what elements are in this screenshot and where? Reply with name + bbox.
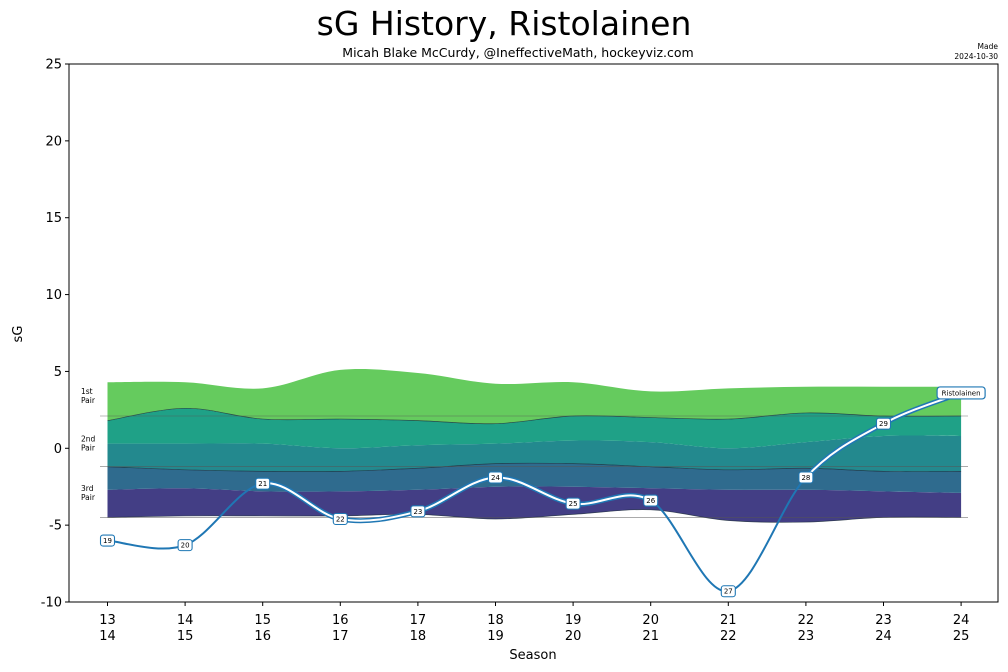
data-point-label: 22: [336, 515, 345, 523]
data-point-box: [255, 477, 271, 490]
x-axis-label: Season: [509, 648, 556, 663]
x-tick-label-bottom: 23: [798, 629, 815, 644]
data-point-label: 28: [801, 474, 810, 482]
x-tick-label-bottom: 14: [99, 629, 116, 644]
data-point-label: 23: [413, 508, 422, 516]
tier-label-3: 3rd: [81, 484, 94, 493]
chart-title: sG History, Ristolainen: [317, 4, 692, 43]
x-tick-label-bottom: 20: [565, 629, 582, 644]
x-tick-label-bottom: 25: [953, 629, 970, 644]
x-tick-label-bottom: 16: [254, 629, 271, 644]
series-highlight-inner: [417, 476, 496, 513]
x-tick-label-top: 17: [410, 613, 427, 628]
band-area-3: [107, 435, 962, 472]
series-highlight-inner: [572, 494, 652, 506]
data-point-box: [487, 471, 504, 484]
x-tick-label-bottom: 15: [177, 629, 194, 644]
band-area-2: [107, 463, 962, 493]
y-tick-label: 20: [45, 134, 62, 149]
y-tick-label: 15: [45, 211, 62, 226]
x-tick-label-bottom: 22: [720, 629, 737, 644]
y-tick-label: 25: [45, 58, 62, 73]
data-point-label: 27: [724, 588, 733, 596]
y-axis-label: sG: [11, 326, 26, 343]
tier-label-2-pair: Pair: [81, 444, 96, 453]
y-tick-label: 5: [54, 365, 62, 380]
data-point-label: 25: [569, 500, 578, 508]
made-label: Made: [978, 42, 999, 51]
tier-label-3-pair: Pair: [81, 493, 96, 502]
x-tick-label-top: 14: [177, 613, 194, 628]
data-point-label: 20: [181, 542, 190, 550]
axes-frame: [68, 63, 999, 603]
data-point-box: [643, 494, 659, 507]
x-tick-label-top: 22: [798, 613, 815, 628]
tier-label-1-pair: Pair: [81, 396, 96, 405]
band-area-5: [107, 368, 962, 424]
x-tick-label-top: 16: [332, 613, 349, 628]
data-point-label: 24: [491, 474, 500, 482]
x-tick-label-bottom: 21: [642, 629, 659, 644]
x-tick-label-top: 15: [254, 613, 271, 628]
x-tick-label-bottom: 17: [332, 629, 349, 644]
x-tick-label-top: 18: [487, 613, 504, 628]
x-tick-label-top: 23: [875, 613, 892, 628]
x-tick-label-top: 13: [99, 613, 116, 628]
data-point-box: [565, 497, 581, 510]
y-tick-label: 10: [45, 288, 62, 303]
band-area-4: [107, 408, 962, 449]
data-point-box: [720, 585, 736, 598]
data-point-box: [798, 471, 814, 484]
x-tick-label-bottom: 18: [410, 629, 427, 644]
data-point-box: [410, 505, 426, 518]
x-tick-label-top: 19: [565, 613, 582, 628]
series-highlight-inner: [262, 482, 341, 520]
chart-subtitle: Micah Blake McCurdy, @IneffectiveMath, h…: [342, 45, 693, 60]
data-point-box: [875, 417, 892, 430]
x-tick-label-top: 20: [642, 613, 659, 628]
data-point-label: 19: [103, 537, 112, 545]
data-point-box: [99, 534, 116, 547]
series-end-label: Ristolainen: [942, 389, 981, 397]
y-tick-label: -5: [49, 519, 62, 534]
data-point-label: 26: [646, 497, 655, 505]
x-tick-label-bottom: 19: [487, 629, 504, 644]
tier-label-2: 2nd: [81, 435, 96, 444]
data-point-label: 21: [258, 480, 267, 488]
y-tick-label: -10: [41, 596, 62, 611]
series-highlight-inner: [495, 476, 574, 505]
series-end-label-box: [936, 386, 986, 400]
series-highlight-inner: [805, 422, 884, 479]
made-date: 2024-10-30: [954, 52, 998, 61]
band-boundary-line: [107, 407, 962, 425]
x-tick-label-bottom: 24: [875, 629, 892, 644]
x-tick-label-top: 21: [720, 613, 737, 628]
data-point-box: [332, 512, 348, 526]
y-tick-label: 0: [54, 442, 62, 457]
x-tick-label-top: 24: [953, 613, 970, 628]
data-point-label: 29: [879, 420, 888, 428]
tier-label-1: 1st: [81, 387, 93, 396]
data-point-box: [177, 539, 193, 552]
